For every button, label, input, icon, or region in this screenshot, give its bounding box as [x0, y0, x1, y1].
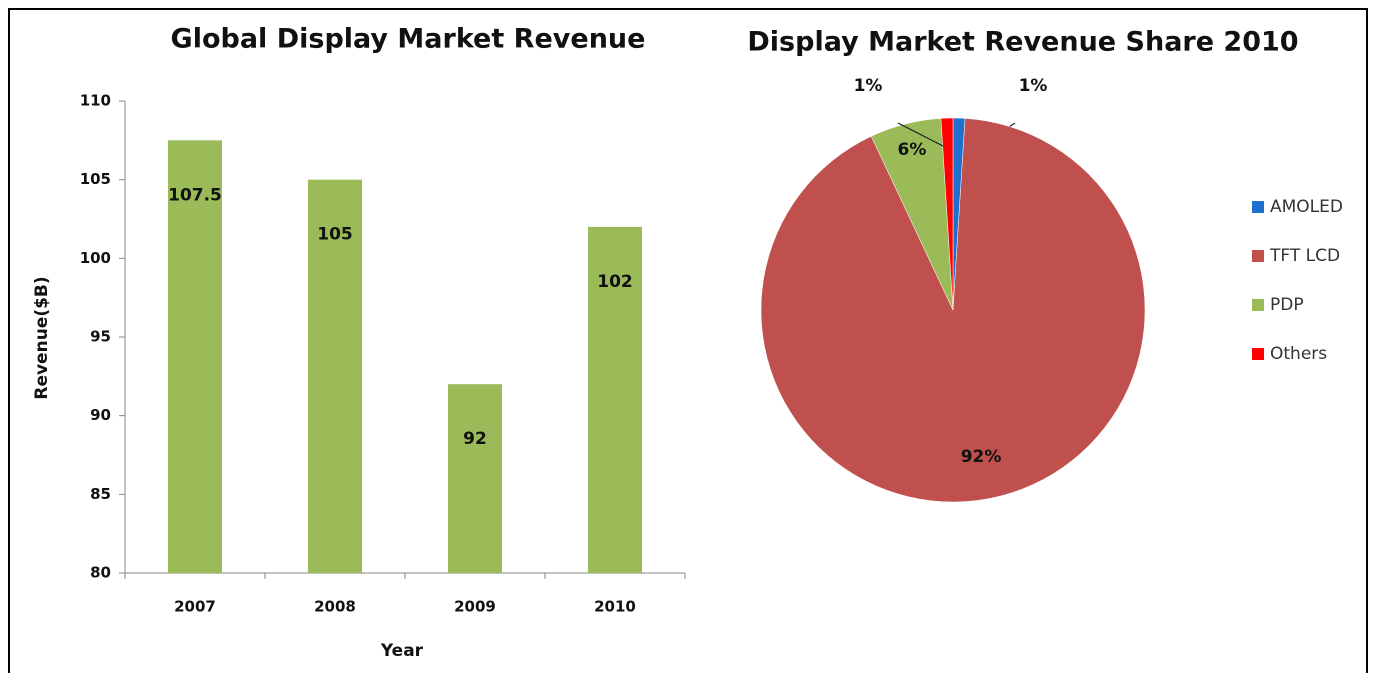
data-label: 107.5: [168, 185, 222, 205]
data-label: 105: [317, 225, 353, 245]
data-label: 92%: [961, 447, 1002, 467]
x-tick-label: 2008: [314, 598, 356, 616]
bar: [448, 384, 502, 573]
bar: [308, 179, 362, 573]
y-tick-label: 80: [90, 564, 111, 582]
legend-label: AMOLED: [1270, 197, 1343, 217]
data-label: 92: [463, 429, 487, 449]
bar: [168, 140, 222, 574]
y-tick-label: 105: [80, 170, 111, 188]
y-tick-label: 95: [90, 328, 111, 346]
y-tick-label: 90: [90, 406, 111, 424]
bar: [588, 226, 642, 573]
legend-label: Others: [1270, 344, 1327, 364]
legend-label: PDP: [1270, 295, 1304, 315]
x-tick-label: 2010: [594, 598, 636, 616]
frame: [8, 8, 1368, 673]
legend-swatch: [1252, 299, 1264, 311]
leader-line: [897, 122, 944, 147]
legend-swatch: [1252, 250, 1264, 262]
pie-slice: [760, 118, 1146, 503]
x-tick-label: 2009: [454, 598, 496, 616]
legend-swatch: [1252, 348, 1264, 360]
legend-swatch: [1252, 201, 1264, 213]
data-label: 1%: [854, 76, 883, 96]
data-label: 1%: [1019, 76, 1048, 96]
data-label: 102: [597, 272, 633, 292]
pie-title: Display Market Revenue Share 2010: [747, 27, 1298, 58]
x-tick-label: 2007: [174, 598, 216, 616]
y-tick-label: 100: [80, 249, 111, 267]
y-axis-label: Revenue($B): [32, 276, 52, 399]
pie-slice: [940, 117, 954, 311]
y-tick-label: 110: [80, 92, 111, 110]
data-label: 6%: [897, 140, 926, 160]
y-tick-label: 85: [90, 485, 111, 503]
x-axis-label: Year: [380, 641, 424, 661]
legend-label: TFT LCD: [1269, 246, 1340, 266]
bar-title: Global Display Market Revenue: [171, 24, 646, 55]
